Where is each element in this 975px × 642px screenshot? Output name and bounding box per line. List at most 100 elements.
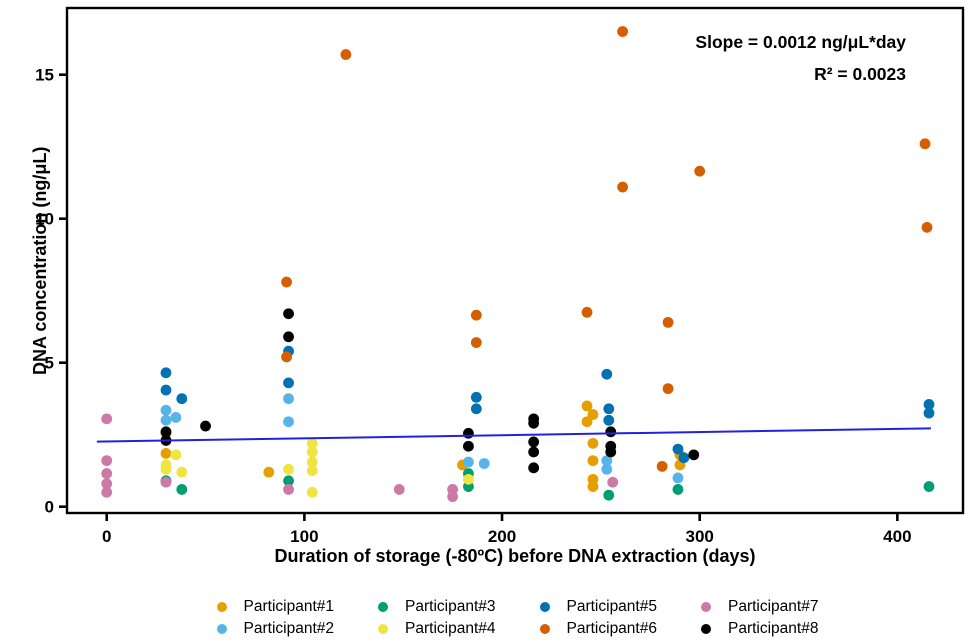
legend-column: Participant#1 Participant#2: [216, 596, 335, 639]
scatter-point-participant1: [587, 409, 599, 420]
scatter-point-participant8: [605, 426, 617, 438]
scatter-point-participant5: [470, 403, 482, 415]
scatter-point-participant7: [393, 484, 405, 495]
scatter-point-participant8: [605, 446, 617, 458]
scatter-point-participant1: [587, 455, 599, 467]
scatter-point-participant8: [160, 426, 172, 438]
legend-item: Participant#1: [216, 596, 335, 617]
scatter-point-participant6: [281, 276, 292, 288]
scatter-point-participant2: [601, 455, 613, 467]
scatter-point-participant4: [306, 465, 318, 477]
x-axis-title: Duration of storage (-80ºC) before DNA e…: [274, 546, 756, 566]
scatter-point-participant7: [447, 491, 459, 503]
scatter-point-participant2: [601, 463, 613, 475]
scatter-point-participant5: [672, 443, 684, 455]
legend-label: Participant#5: [566, 597, 657, 615]
scatter-point-participant5: [923, 407, 935, 419]
scatter-point-participant5: [603, 414, 615, 426]
scatter-point-participant4: [306, 486, 318, 498]
legend-dot-icon: [700, 601, 711, 612]
legend-item: Participant#3: [378, 596, 496, 617]
scatter-point-participant5: [601, 368, 613, 380]
scatter-point-participant4: [306, 446, 318, 458]
scatter-point-participant1: [581, 416, 593, 428]
x-tick-label: 100: [290, 527, 318, 546]
legend-dot-icon: [378, 601, 389, 612]
slope-annotation: Slope = 0.0012 ng/μL*day: [695, 32, 906, 52]
scatter-point-participant2: [160, 404, 172, 416]
legend-label: Participant#4: [405, 619, 496, 637]
legend-dot-icon: [539, 601, 550, 612]
scatter-point-participant2: [463, 456, 474, 468]
scatter-point-participant8: [528, 436, 540, 448]
scatter-point-participant2: [283, 416, 294, 428]
legend-item: Participant#7: [700, 596, 819, 617]
scatter-point-participant5: [160, 384, 172, 396]
scatter-point-participant1: [160, 448, 172, 459]
legend-label: Participant#7: [727, 597, 819, 615]
scatter-point-participant8: [463, 440, 474, 452]
scatter-point-participant6: [921, 221, 933, 233]
y-tick-label: 0: [45, 498, 54, 517]
x-tick-label: 300: [686, 527, 714, 546]
scatter-point-participant5: [470, 391, 482, 403]
scatter-point-participant7: [283, 484, 294, 495]
legend-dot-icon: [539, 623, 550, 634]
scatter-point-participant7: [101, 468, 113, 479]
legend-item: Participant#6: [539, 618, 657, 639]
scatter-point-participant5: [923, 399, 935, 410]
legend-dot-icon: [378, 623, 389, 634]
scatter-point-participant3: [672, 484, 684, 495]
regression-line: [96, 427, 931, 443]
scatter-point-participant6: [662, 316, 674, 328]
scatter-point-participant8: [528, 462, 540, 474]
legend-label: Participant#1: [243, 597, 335, 615]
scatter-point-participant8: [528, 446, 540, 458]
scatter-point-participant2: [478, 458, 490, 469]
legend-label: Participant#2: [243, 619, 335, 637]
scatter-point-participant4: [306, 437, 318, 449]
y-tick-label: 5: [45, 354, 54, 373]
scatter-point-participant2: [170, 412, 182, 423]
scatter-point-participant3: [923, 481, 935, 492]
panel-border: [65, 6, 965, 515]
legend-column: Participant#7 Participant#8: [700, 596, 819, 639]
y-tick-label: 15: [35, 66, 54, 85]
scatter-point-participant2: [160, 414, 172, 426]
scatter-point-participant4: [463, 473, 474, 485]
scatter-point-participant6: [694, 165, 706, 177]
scatter-point-participant8: [283, 308, 294, 320]
scatter-point-participant6: [662, 383, 674, 395]
scatter-point-participant6: [470, 337, 482, 348]
legend-item: Participant#2: [216, 618, 335, 639]
scatter-point-participant6: [340, 49, 352, 60]
scatter-point-participant6: [470, 309, 482, 321]
scatter-point-participant2: [672, 472, 684, 484]
legend-label: Participant#3: [405, 597, 496, 615]
legend-item: Participant#5: [539, 596, 657, 617]
legend-item: Participant#4: [378, 618, 496, 639]
scatter-point-participant3: [603, 489, 615, 501]
legend-label: Participant#6: [566, 619, 657, 637]
scatter-point-participant4: [170, 449, 182, 461]
scatter-point-participant6: [617, 26, 629, 37]
scatter-point-participant7: [607, 476, 619, 488]
scatter-point-participant8: [200, 420, 211, 432]
annotation-box: Slope = 0.0012 ng/μL*day R² = 0.0023: [695, 26, 906, 90]
scatter-point-participant6: [581, 306, 593, 318]
legend-dot-icon: [216, 601, 227, 612]
scatter-point-participant1: [587, 481, 599, 492]
scatter-point-participant5: [603, 403, 615, 415]
scatter-point-participant8: [283, 331, 294, 343]
scatter-point-participant2: [283, 393, 294, 405]
r-squared-annotation: R² = 0.0023: [814, 64, 906, 84]
y-tick-label: 10: [35, 210, 54, 229]
legend-dot-icon: [700, 623, 711, 634]
scatter-point-participant6: [919, 138, 931, 150]
legend-column: Participant#3 Participant#4: [378, 596, 496, 639]
scatter-point-participant7: [101, 455, 113, 467]
scatter-point-participant7: [160, 476, 172, 488]
legend-column: Participant#5 Participant#6: [539, 596, 657, 639]
x-tick-label: 200: [488, 527, 516, 546]
